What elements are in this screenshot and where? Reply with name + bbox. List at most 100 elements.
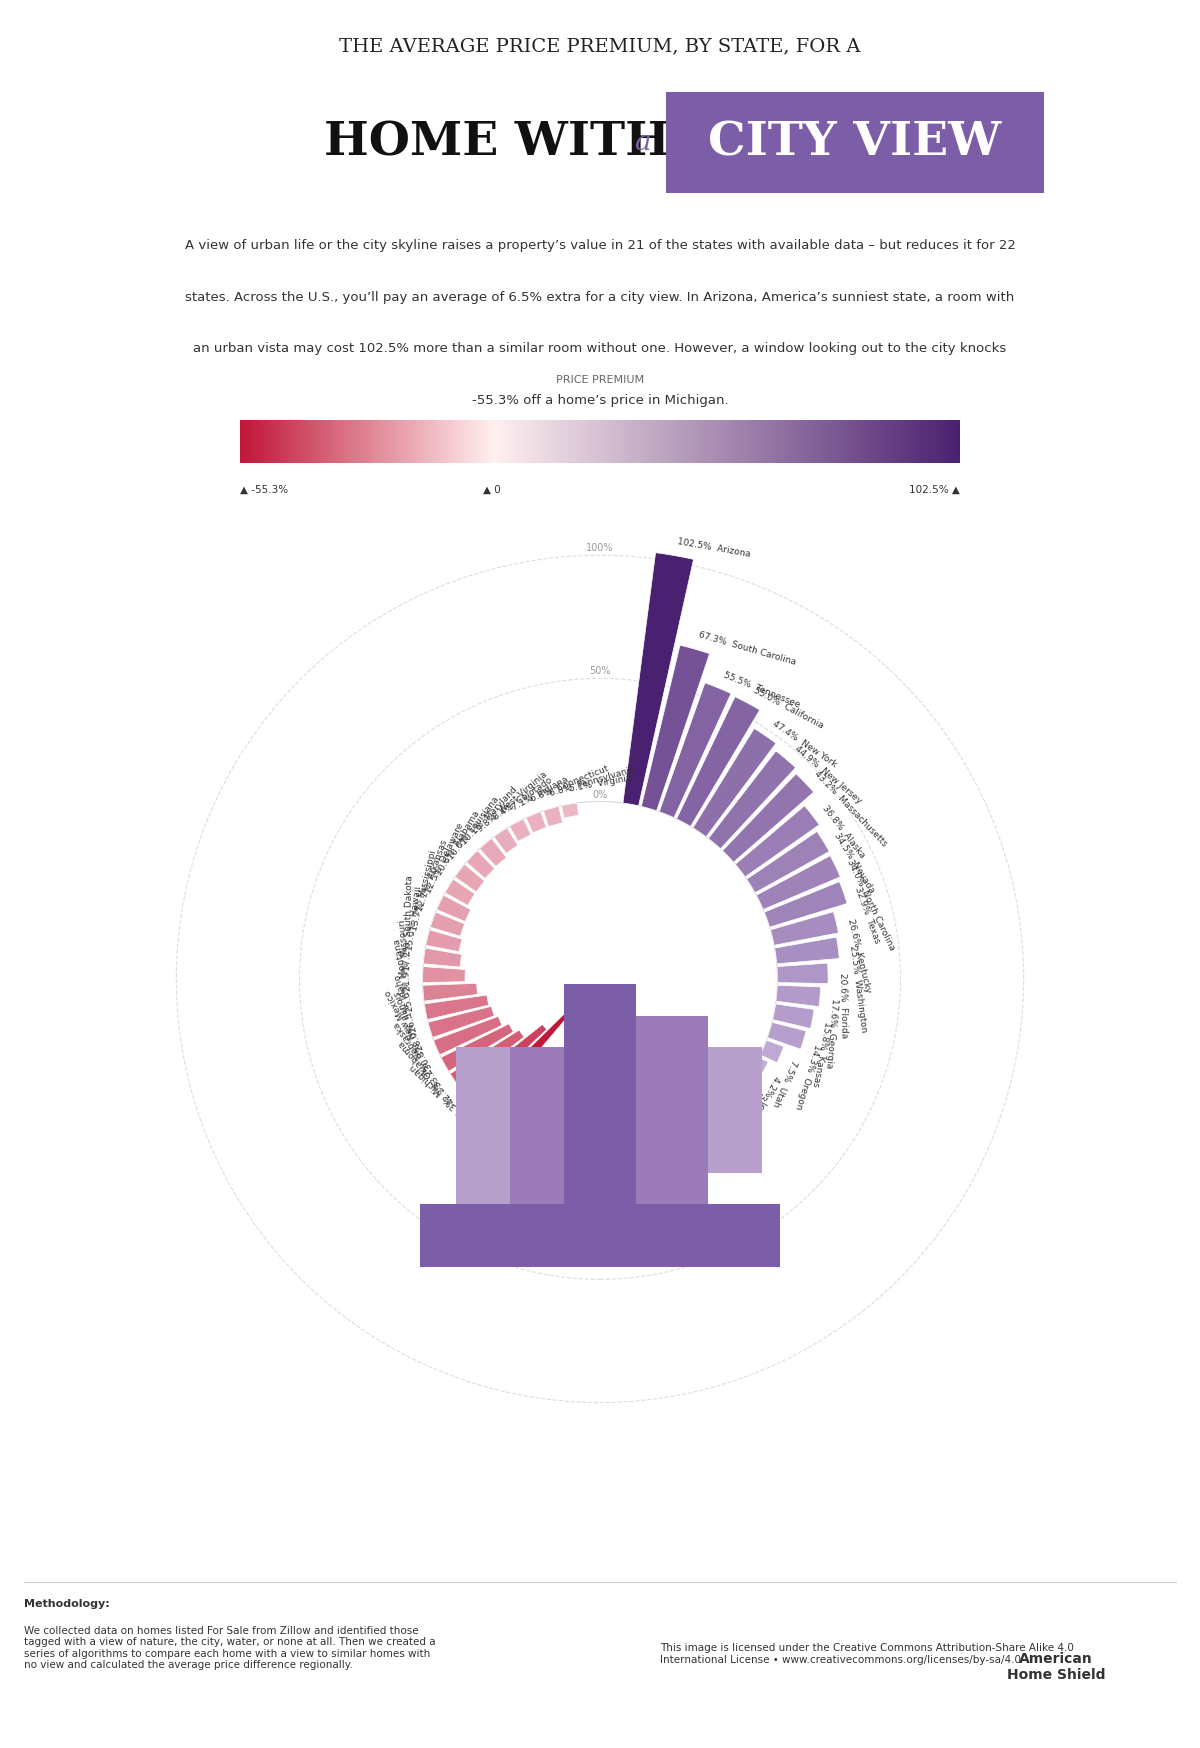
Bar <box>452 420 456 463</box>
Bar <box>856 420 859 463</box>
Bar <box>521 420 524 463</box>
Wedge shape <box>776 986 821 1007</box>
Text: 7.5%  Utah: 7.5% Utah <box>770 1059 798 1108</box>
Wedge shape <box>746 832 829 893</box>
Bar <box>665 420 668 463</box>
Text: -50%: -50% <box>516 974 541 984</box>
Bar <box>830 420 834 463</box>
Bar <box>308 420 312 463</box>
Bar <box>827 420 830 463</box>
Bar <box>895 420 899 463</box>
Bar <box>312 420 316 463</box>
Bar <box>305 420 308 463</box>
Text: PRICE PREMIUM: PRICE PREMIUM <box>556 374 644 385</box>
Bar <box>528 420 532 463</box>
Text: HOME WITH: HOME WITH <box>324 119 686 166</box>
Text: Methodology:: Methodology: <box>24 1599 109 1610</box>
Wedge shape <box>480 839 506 867</box>
Bar <box>816 420 820 463</box>
Bar <box>539 420 542 463</box>
Bar <box>258 420 262 463</box>
Bar <box>254 420 258 463</box>
Bar <box>766 420 769 463</box>
Bar <box>953 420 956 463</box>
Wedge shape <box>437 895 470 921</box>
Wedge shape <box>425 995 488 1019</box>
Wedge shape <box>776 963 828 984</box>
Text: -28.0%  Illinois: -28.0% Illinois <box>392 989 427 1056</box>
Bar <box>247 420 251 463</box>
Bar <box>344 420 348 463</box>
Bar <box>370 420 373 463</box>
Bar <box>852 420 856 463</box>
Bar <box>262 420 265 463</box>
Bar <box>283 420 287 463</box>
Wedge shape <box>692 729 776 837</box>
Text: 32.9%  Texas: 32.9% Texas <box>853 886 882 946</box>
Bar <box>762 420 766 463</box>
Text: 102.5% ▲: 102.5% ▲ <box>910 486 960 495</box>
Bar <box>427 420 431 463</box>
Text: a: a <box>634 129 650 156</box>
Bar <box>442 420 445 463</box>
Text: 36.8%  Alaska: 36.8% Alaska <box>821 804 866 860</box>
Bar <box>877 420 881 463</box>
Bar <box>701 420 704 463</box>
Text: ▲ -55.3%: ▲ -55.3% <box>240 486 288 495</box>
Wedge shape <box>764 881 847 926</box>
Bar <box>434 420 438 463</box>
Bar <box>848 420 852 463</box>
Bar <box>575 420 578 463</box>
Bar <box>380 420 384 463</box>
Bar <box>910 420 913 463</box>
Wedge shape <box>424 947 462 967</box>
Bar <box>398 420 402 463</box>
Wedge shape <box>426 930 462 951</box>
Bar <box>798 420 802 463</box>
Bar <box>276 420 280 463</box>
Text: THE AVERAGE PRICE PREMIUM, BY STATE, FOR A: THE AVERAGE PRICE PREMIUM, BY STATE, FOR… <box>340 37 860 56</box>
Bar <box>319 420 323 463</box>
Bar <box>535 420 539 463</box>
Text: 25.5%  Washington: 25.5% Washington <box>848 946 869 1033</box>
Bar <box>751 420 755 463</box>
Bar <box>265 420 269 463</box>
Bar <box>503 420 506 463</box>
Wedge shape <box>428 1007 494 1038</box>
Text: -25.6%  Montana: -25.6% Montana <box>392 939 415 1016</box>
Bar <box>316 420 319 463</box>
Bar <box>496 420 499 463</box>
Wedge shape <box>773 1003 814 1028</box>
Text: -33.2%  Nebraska: -33.2% Nebraska <box>392 1021 446 1091</box>
Bar <box>924 420 928 463</box>
Bar <box>913 420 917 463</box>
Bar <box>384 420 388 463</box>
Text: -55.3%  Michigan: -55.3% Michigan <box>408 1063 472 1122</box>
Text: This image is licensed under the Creative Commons Attribution-Share Alike 4.0
In: This image is licensed under the Creativ… <box>660 1643 1074 1664</box>
Text: -21.9%  Missouri: -21.9% Missouri <box>398 919 413 995</box>
Bar <box>726 420 730 463</box>
Bar <box>748 420 751 463</box>
Bar <box>445 420 449 463</box>
Bar <box>542 420 546 463</box>
Bar <box>694 420 697 463</box>
Bar <box>330 420 334 463</box>
Text: A view of urban life or the city skyline raises a property’s value in 21 of the : A view of urban life or the city skyline… <box>185 239 1015 252</box>
Bar <box>362 420 366 463</box>
Bar <box>708 1047 762 1173</box>
Bar <box>956 420 960 463</box>
Text: 47.4%  New York: 47.4% New York <box>772 720 839 769</box>
Bar <box>341 420 344 463</box>
Bar <box>614 420 618 463</box>
Bar <box>467 420 470 463</box>
Text: 26.6%  Kentucky: 26.6% Kentucky <box>846 918 872 993</box>
Text: 55.5%  Tennessee: 55.5% Tennessee <box>722 669 800 710</box>
Wedge shape <box>708 752 796 850</box>
Text: 20.6%  Florida: 20.6% Florida <box>839 974 848 1038</box>
Bar <box>823 420 827 463</box>
Text: -6.8%  Pennsylvania: -6.8% Pennsylvania <box>546 764 636 799</box>
Bar <box>632 420 636 463</box>
Bar <box>650 420 654 463</box>
Text: -55.3% off a home’s price in Michigan.: -55.3% off a home’s price in Michigan. <box>472 395 728 407</box>
Wedge shape <box>445 879 475 905</box>
